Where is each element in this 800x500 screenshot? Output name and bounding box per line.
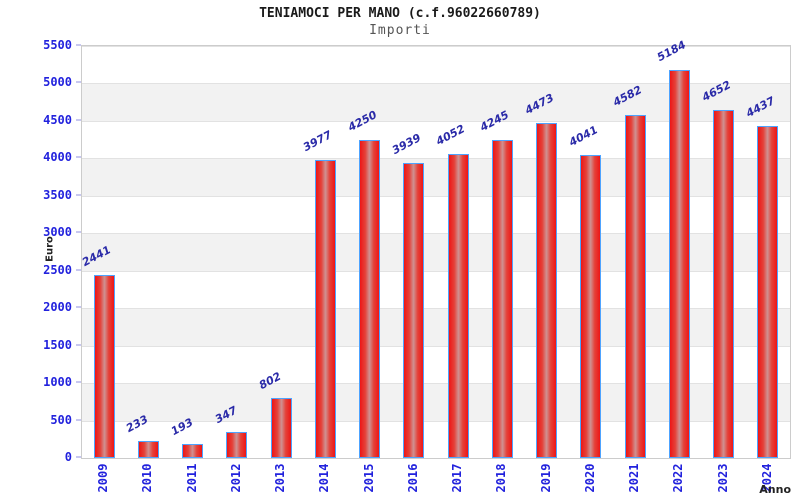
- y-tick-mark: [76, 306, 81, 309]
- y-tick-label: 500: [50, 412, 72, 427]
- y-tick-label: 2000: [43, 300, 72, 315]
- bar: [757, 126, 779, 458]
- y-tick-mark: [76, 343, 81, 346]
- x-tick-label: 2021: [627, 463, 642, 493]
- y-tick-label: 5000: [43, 75, 72, 90]
- y-tick-label: 5500: [43, 38, 72, 52]
- gridline: [82, 46, 790, 47]
- bar: [93, 275, 115, 458]
- y-tick-label: 3500: [43, 187, 72, 202]
- bar: [314, 160, 336, 458]
- x-tick-label: 2010: [140, 463, 155, 493]
- gridline: [82, 270, 790, 272]
- y-tick-mark: [76, 118, 81, 121]
- x-tick-label: 2015: [361, 463, 376, 493]
- bar: [713, 110, 735, 458]
- y-tick-label: 1500: [43, 337, 72, 352]
- y-tick-mark: [76, 418, 81, 421]
- bar: [447, 154, 469, 458]
- bar-value-label: 4041: [566, 123, 600, 149]
- y-tick-mark: [76, 456, 81, 458]
- gridline: [82, 308, 790, 310]
- bar: [491, 140, 513, 458]
- gridline: [82, 195, 790, 197]
- gridline: [82, 233, 790, 235]
- bar: [270, 398, 292, 458]
- x-tick-label: 2022: [671, 463, 686, 493]
- plot-area: 2441 233 193 347 802 3977 4250 3939 4052 4245 4473…: [80, 38, 791, 459]
- chart-title: TENIAMOCI PER MANO (c.f.96022660789): [259, 6, 541, 21]
- y-tick-label: 4000: [43, 150, 72, 165]
- x-tick-label: 2011: [184, 463, 199, 493]
- gridline: [82, 158, 790, 160]
- x-tick-label: 2016: [405, 463, 420, 493]
- y-tick-label: 1000: [43, 375, 72, 390]
- chart-subtitle: Importi: [369, 23, 431, 38]
- bar-value-label: 3939: [389, 131, 423, 157]
- y-tick-mark: [76, 44, 81, 46]
- bar-value-label: 5184: [655, 38, 689, 64]
- y-tick-label: 2500: [43, 262, 72, 277]
- bar: [226, 432, 248, 458]
- y-tick-mark: [76, 81, 81, 84]
- gridline: [82, 120, 790, 122]
- y-tick-mark: [76, 156, 81, 159]
- x-tick-label: 2023: [715, 463, 730, 493]
- bar: [536, 123, 558, 458]
- bar: [403, 163, 425, 458]
- gridline: [82, 83, 790, 85]
- y-tick-mark: [76, 268, 81, 271]
- x-tick-label: 2012: [228, 463, 243, 493]
- x-tick-label: 2020: [582, 463, 597, 493]
- gridline: [82, 345, 790, 347]
- bar-value-label: 3977: [301, 128, 335, 154]
- y-tick-label: 3000: [43, 225, 72, 240]
- x-tick-label: 2009: [96, 463, 111, 493]
- bar-value-label: 4052: [434, 122, 468, 148]
- y-axis-title: Euro: [44, 236, 56, 262]
- y-tick-mark: [76, 231, 81, 234]
- y-tick-label: 4500: [43, 112, 72, 127]
- bar: [182, 444, 204, 458]
- y-tick-mark: [76, 193, 81, 196]
- x-tick-label: 2014: [317, 463, 332, 493]
- bar: [359, 140, 381, 458]
- x-axis-title: Anno: [759, 483, 791, 496]
- gridline: [82, 420, 790, 422]
- y-tick-label: 0: [64, 450, 72, 464]
- bar: [580, 155, 602, 458]
- bar: [624, 115, 646, 458]
- x-tick-label: 2018: [494, 463, 509, 493]
- x-tick-label: 2017: [450, 463, 465, 493]
- bar: [137, 441, 159, 458]
- y-tick-mark: [76, 381, 81, 384]
- bar: [668, 70, 690, 458]
- x-tick-label: 2019: [538, 463, 553, 493]
- gridline: [82, 383, 790, 385]
- x-tick-label: 2013: [273, 463, 288, 493]
